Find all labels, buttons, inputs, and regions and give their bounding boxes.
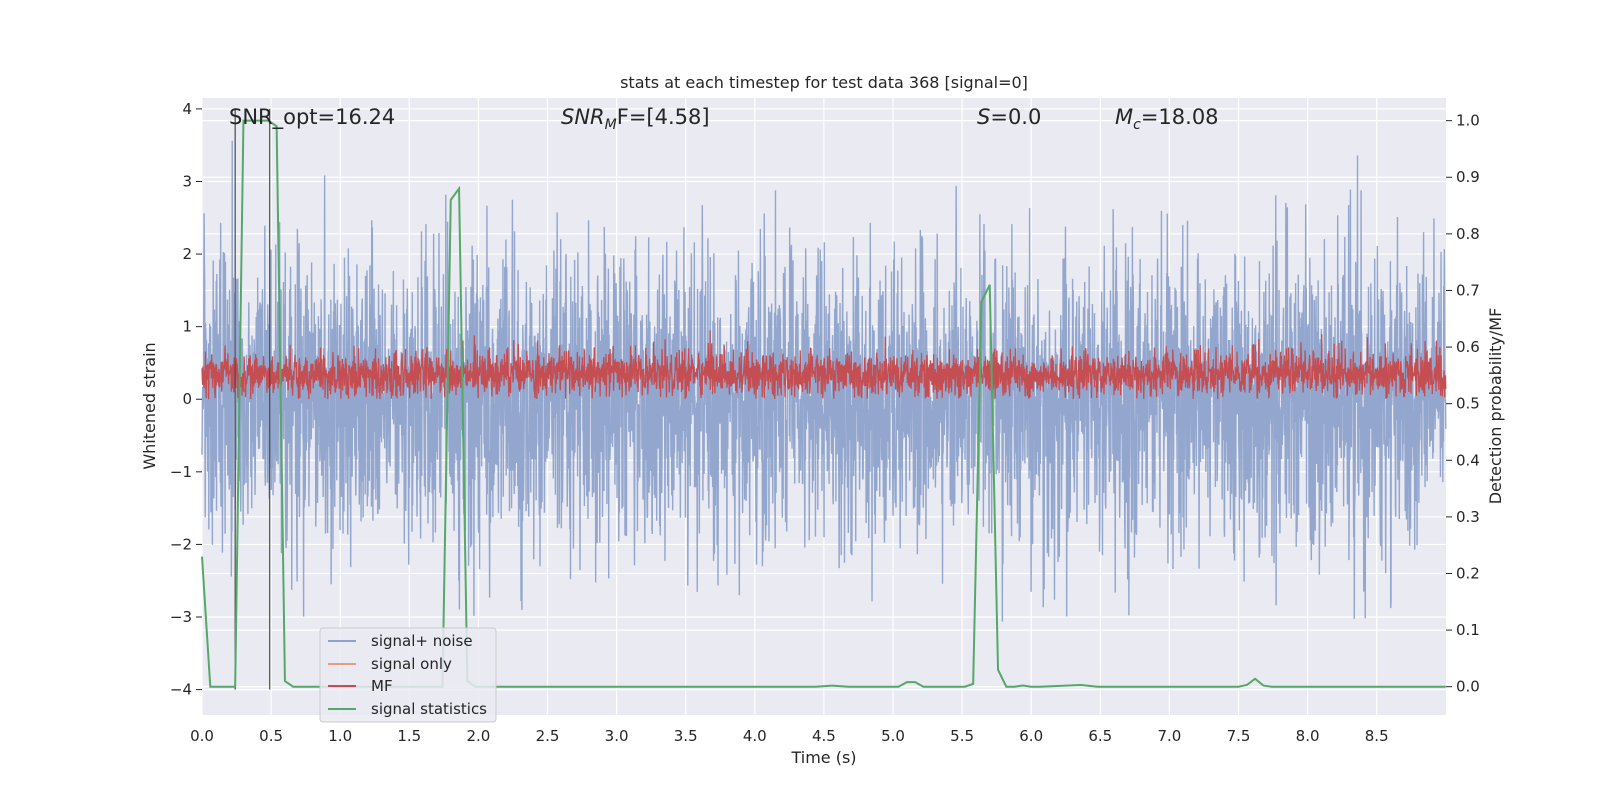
x-tick-label: 7.0	[1157, 727, 1181, 745]
y-tick-label: −1	[170, 463, 192, 481]
x-tick-label: 0.0	[190, 727, 214, 745]
annotation-mc-symbol: M	[1115, 105, 1133, 129]
x-tick-label: 3.0	[605, 727, 629, 745]
y-tick-label: −3	[170, 608, 192, 626]
annotation-mc: Mc=18.08	[1115, 105, 1219, 133]
x-tick-label: 2.5	[536, 727, 560, 745]
x-tick-label: 2.0	[466, 727, 490, 745]
legend-label-signal-noise: signal+ noise	[371, 632, 473, 650]
x-tick-label: 8.5	[1365, 727, 1389, 745]
y-tick-label: 2	[182, 245, 192, 263]
y-tick-label: 3	[182, 172, 192, 190]
y-tick-label: −4	[170, 681, 192, 699]
x-axis-label: Time (s)	[790, 748, 856, 767]
series-signal-statistics	[201, 119, 1446, 688]
legend-label-signal-statistics: signal statistics	[371, 700, 487, 718]
annotation-s-rest: =0.0	[990, 105, 1041, 129]
series-mf	[201, 330, 1447, 400]
x-tick-label: 6.5	[1088, 727, 1112, 745]
legend-box	[319, 627, 497, 723]
annotation-snr-mf: SNRMF=[4.58]	[561, 105, 710, 133]
y2-tick-label: 1.0	[1456, 112, 1480, 130]
vertical-markers	[234, 108, 271, 690]
y2-axis-ticks: 1.0 0.9 0.8 0.7 0.6 0.5 0.4 0.3 0.2 0.1 0.0	[1446, 112, 1480, 696]
y2-tick-label: 0.1	[1456, 621, 1480, 639]
y2-tick-label: 0.6	[1456, 338, 1480, 356]
x-tick-label: 4.0	[743, 727, 767, 745]
y2-tick-label: 0.3	[1456, 508, 1480, 526]
y-axis-ticks: 4 3 2 1 0 −1 −2 −3 −4	[170, 100, 202, 699]
legend: signal+ noise signal only MF signal stat…	[319, 627, 497, 723]
annotation-mc-rest: =18.08	[1141, 105, 1219, 129]
y-tick-label: 1	[182, 318, 192, 336]
y-tick-label: 4	[182, 100, 192, 118]
y2-tick-label: 0.0	[1456, 678, 1480, 696]
x-tick-label: 6.0	[1019, 727, 1043, 745]
x-tick-label: 7.5	[1227, 727, 1251, 745]
chart-title: stats at each timestep for test data 368…	[620, 73, 1028, 92]
x-tick-label: 3.5	[674, 727, 698, 745]
x-tick-label: 1.0	[328, 727, 352, 745]
annotation-s-symbol: S	[977, 105, 990, 129]
annotation-snr-opt: SNR_opt=16.24	[229, 105, 395, 130]
signal-noise-line	[201, 140, 1447, 622]
annotation-snr-mf-rest: F=[4.58]	[617, 105, 710, 129]
x-tick-label: 0.5	[259, 727, 283, 745]
x-tick-label: 5.0	[881, 727, 905, 745]
x-axis-ticks: 0.0 0.5 1.0 1.5 2.0 2.5 3.0 3.5 4.0 4.5 5.0 5.5 6.0 6…	[190, 727, 1389, 745]
y2-tick-label: 0.4	[1456, 451, 1480, 469]
annotation-mc-sub: c	[1133, 117, 1141, 133]
x-tick-label: 1.5	[397, 727, 421, 745]
series-signal-noise	[201, 140, 1447, 622]
annotation-s: S=0.0	[977, 105, 1041, 129]
x-tick-label: 5.5	[950, 727, 974, 745]
x-tick-label: 8.0	[1296, 727, 1320, 745]
y-axis-label: Whitened strain	[140, 342, 159, 469]
y2-axis-label: Detection probability/MF	[1486, 308, 1505, 505]
signal-statistics-line	[201, 119, 1446, 688]
y2-tick-label: 0.7	[1456, 281, 1480, 299]
y2-tick-label: 0.2	[1456, 564, 1480, 582]
y-tick-label: −2	[170, 535, 192, 553]
legend-label-signal-only: signal only	[371, 655, 452, 673]
x-tick-label: 4.5	[812, 727, 836, 745]
annotation-snr-mf-symbol: SNR	[561, 105, 605, 129]
legend-label-mf: MF	[371, 677, 393, 695]
y2-tick-label: 0.8	[1456, 225, 1480, 243]
mf-line	[201, 330, 1447, 400]
y-tick-label: 0	[182, 390, 192, 408]
y2-tick-label: 0.9	[1456, 168, 1480, 186]
y2-tick-label: 0.5	[1456, 395, 1480, 413]
annotation-snr-mf-sub: M	[605, 117, 617, 133]
